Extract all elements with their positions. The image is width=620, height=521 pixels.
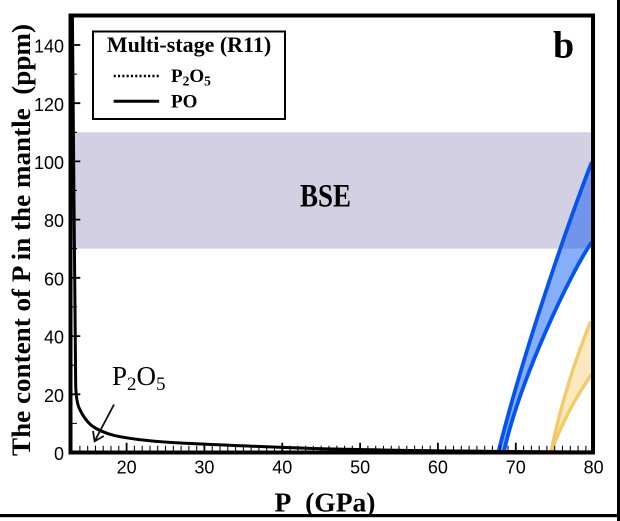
- svg-text:P (GPa): P (GPa): [275, 488, 376, 518]
- svg-text:120: 120: [34, 95, 64, 115]
- svg-text:100: 100: [34, 153, 64, 173]
- svg-text:40: 40: [44, 328, 64, 348]
- svg-text:20: 20: [117, 457, 137, 477]
- svg-text:140: 140: [34, 37, 64, 57]
- svg-text:80: 80: [44, 211, 64, 231]
- svg-text:30: 30: [194, 457, 214, 477]
- svg-text:60: 60: [44, 269, 64, 289]
- svg-text:b: b: [553, 25, 574, 67]
- svg-text:80: 80: [584, 457, 604, 477]
- svg-text:Multi-stage (R11): Multi-stage (R11): [107, 32, 271, 57]
- svg-text:BSE: BSE: [300, 179, 351, 215]
- svg-text:60: 60: [428, 457, 448, 477]
- svg-text:20: 20: [44, 386, 64, 406]
- svg-text:40: 40: [272, 457, 292, 477]
- svg-text:PO: PO: [171, 92, 197, 113]
- svg-text:The content of P in the mantle: The content of P in the mantle (ppm): [7, 24, 36, 456]
- svg-text:50: 50: [350, 457, 370, 477]
- svg-text:P2O5: P2O5: [171, 66, 211, 89]
- svg-text:70: 70: [506, 457, 526, 477]
- svg-text:0: 0: [54, 444, 64, 464]
